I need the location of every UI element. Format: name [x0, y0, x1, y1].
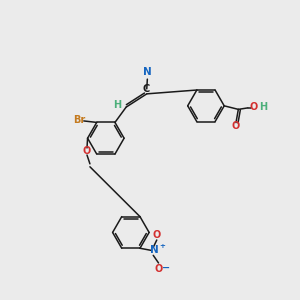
- Text: O: O: [250, 102, 258, 112]
- Text: O: O: [83, 146, 91, 157]
- Text: N: N: [150, 245, 159, 255]
- Text: Br: Br: [73, 116, 85, 125]
- Text: −: −: [162, 263, 170, 273]
- Text: O: O: [153, 230, 161, 240]
- Text: H: H: [260, 102, 268, 112]
- Text: +: +: [160, 244, 166, 250]
- Text: C: C: [142, 84, 150, 94]
- Text: N: N: [143, 67, 152, 77]
- Text: O: O: [232, 121, 240, 131]
- Text: O: O: [154, 264, 163, 274]
- Text: H: H: [113, 100, 122, 110]
